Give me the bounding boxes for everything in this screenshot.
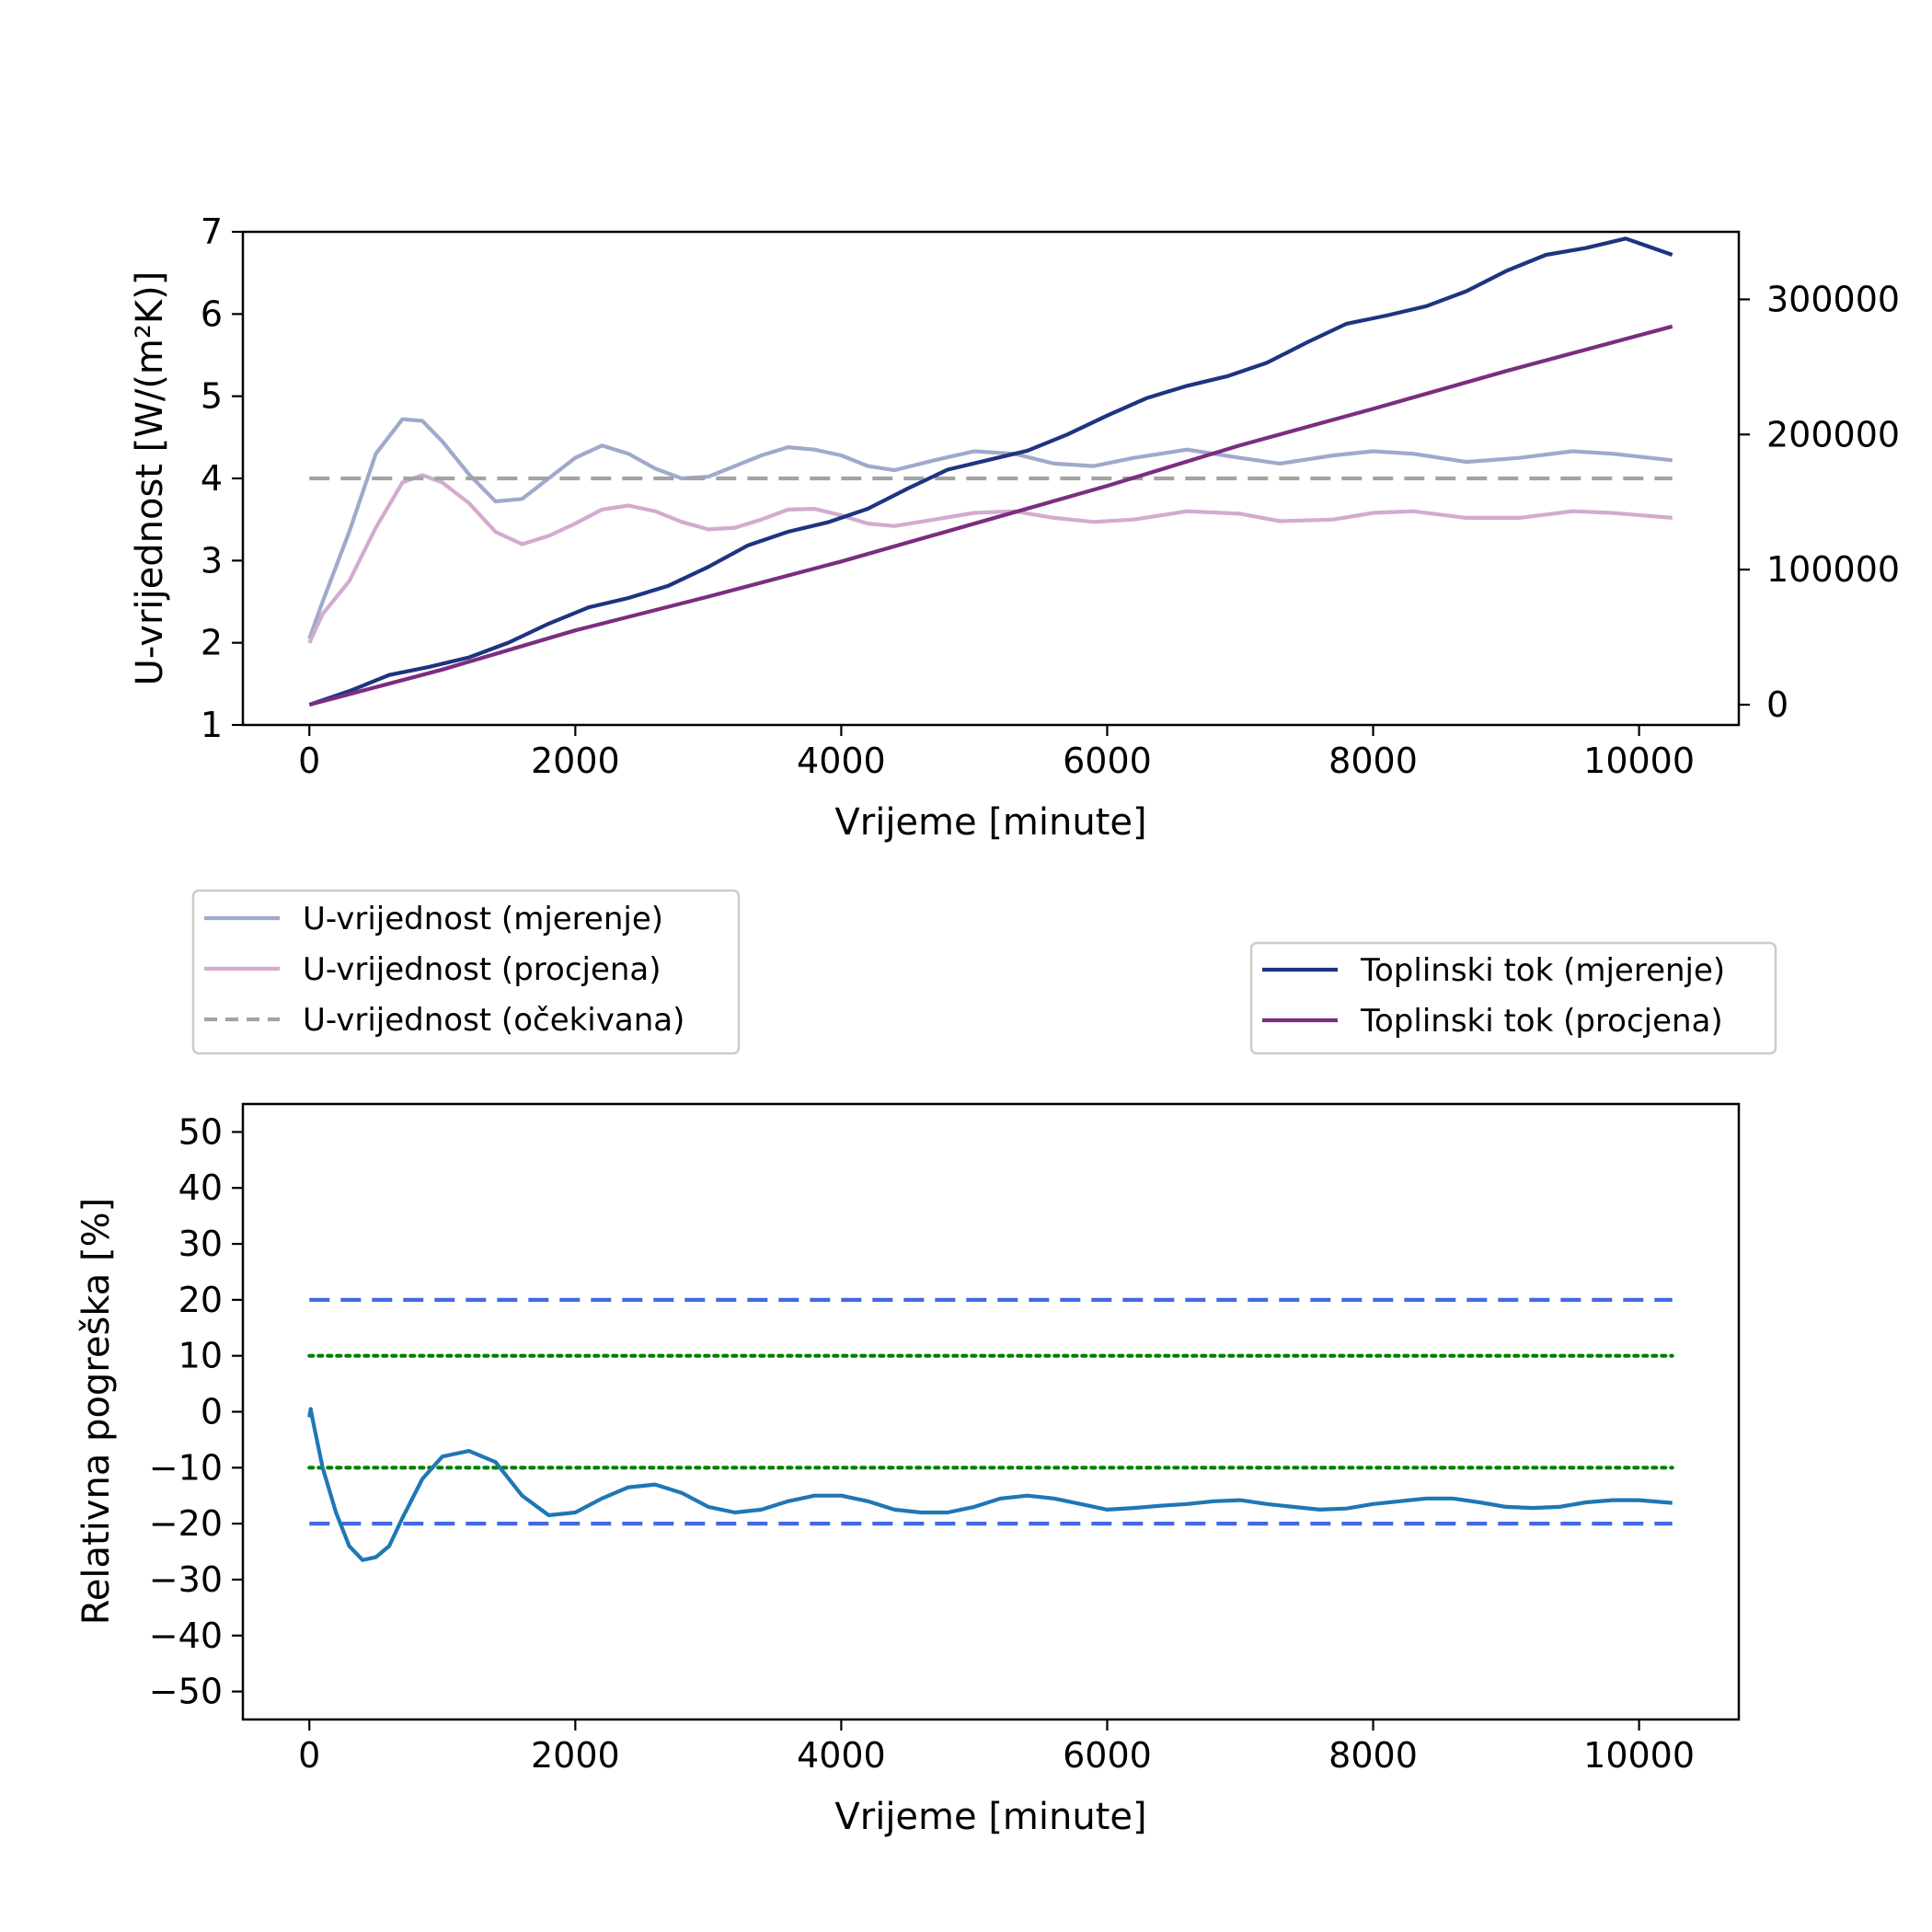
bottom-y-tick-label: 0 — [201, 1392, 223, 1432]
top-series-0 — [307, 417, 1673, 639]
u-value-and-heat-flux-chart: 0 2000 4000 6000 8000 10000 1 2 3 4 5 6 7 0 100000 20… — [129, 212, 1900, 844]
top-y-tick-label: 6 — [201, 293, 223, 334]
legend-u-value: U-vrijednost (mjerenje) U-vrijednost (pro… — [191, 889, 741, 1055]
top-y2-tick-label: 100000 — [1766, 549, 1900, 590]
top-x-tick-label: 10000 — [1583, 741, 1695, 781]
legend-u-value-item-label: U-vrijednost (procjena) — [303, 951, 661, 988]
top-x-tick-label: 6000 — [1063, 741, 1152, 781]
top-x-tick-label: 4000 — [797, 741, 886, 781]
legend-heat-flux-item-label: Toplinski tok (mjerenje) — [1360, 952, 1725, 989]
bottom-x-tick-label: 0 — [298, 1735, 320, 1776]
top-x-ticks: 0 2000 4000 6000 8000 10000 — [298, 725, 1695, 781]
top-series-1 — [307, 473, 1673, 644]
top-y2-ticks: 0 100000 200000 300000 — [1739, 279, 1900, 725]
top-y-ticks: 1 2 3 4 5 6 7 — [201, 212, 243, 745]
top-x-tick-label: 0 — [298, 741, 320, 781]
bottom-y-tick-label: −50 — [149, 1672, 223, 1712]
bottom-series-0 — [307, 1407, 1673, 1562]
bottom-x-axis-label: Vrijeme [minute] — [834, 1796, 1146, 1838]
bottom-y-ticks: −50 −40 −30 −20 −10 0 10 20 30 40 50 — [149, 1111, 243, 1712]
bottom-x-tick-label: 8000 — [1328, 1735, 1418, 1776]
bottom-y-tick-label: 50 — [178, 1111, 223, 1152]
top-series-3 — [308, 236, 1673, 707]
legend-u-value-item-label: U-vrijednost (očekivana) — [303, 1002, 684, 1039]
top-y-tick-label: 7 — [201, 212, 223, 252]
top-y-tick-label: 4 — [201, 458, 223, 499]
bottom-y-tick-label: 10 — [178, 1336, 223, 1376]
top-y-tick-label: 3 — [201, 540, 223, 581]
top-y2-tick-label: 0 — [1766, 684, 1788, 725]
legend-heat-flux-frame — [1249, 941, 1777, 1055]
legend-heat-flux-item-label: Toplinski tok (procjena) — [1360, 1003, 1723, 1040]
top-y-axis-label: U-vrijednost [W/(m²K)] — [129, 271, 171, 686]
bottom-y-tick-label: 30 — [178, 1224, 223, 1264]
bottom-plot-frame — [241, 1102, 1741, 1721]
bottom-y-tick-label: −40 — [149, 1616, 223, 1656]
top-y-tick-label: 2 — [201, 623, 223, 663]
relative-error-chart: 0 2000 4000 6000 8000 10000 −50 −40 −30 −20 −10 0 1… — [75, 1102, 1741, 1838]
bottom-series-group — [307, 1297, 1674, 1562]
bottom-x-tick-label: 2000 — [531, 1735, 620, 1776]
bottom-y-tick-label: −10 — [149, 1447, 223, 1488]
legend-u-value-item-label: U-vrijednost (mjerenje) — [303, 901, 663, 937]
top-x-tick-label: 2000 — [531, 741, 620, 781]
top-x-axis-label: Vrijeme [minute] — [834, 801, 1146, 844]
top-y-tick-label: 1 — [201, 705, 223, 745]
bottom-x-tick-label: 4000 — [797, 1735, 886, 1776]
bottom-y-tick-label: −20 — [149, 1503, 223, 1544]
legend-heat-flux: Toplinski tok (mjerenje) Toplinski tok (p… — [1249, 941, 1777, 1055]
bottom-y-axis-label: Relativna pogreška [%] — [75, 1198, 118, 1625]
bottom-x-ticks: 0 2000 4000 6000 8000 10000 — [298, 1719, 1695, 1776]
bottom-y-tick-label: −30 — [149, 1559, 223, 1600]
top-series-group — [307, 236, 1673, 707]
legend-u-value-frame — [191, 889, 741, 1055]
top-y2-tick-label: 200000 — [1766, 414, 1900, 454]
top-series-4 — [308, 324, 1673, 707]
bottom-y-tick-label: 40 — [178, 1167, 223, 1208]
top-x-tick-label: 8000 — [1328, 741, 1418, 781]
top-y-tick-label: 5 — [201, 376, 223, 417]
bottom-y-tick-label: 20 — [178, 1280, 223, 1320]
bottom-x-tick-label: 6000 — [1063, 1735, 1152, 1776]
top-y2-tick-label: 300000 — [1766, 279, 1900, 319]
bottom-x-tick-label: 10000 — [1583, 1735, 1695, 1776]
